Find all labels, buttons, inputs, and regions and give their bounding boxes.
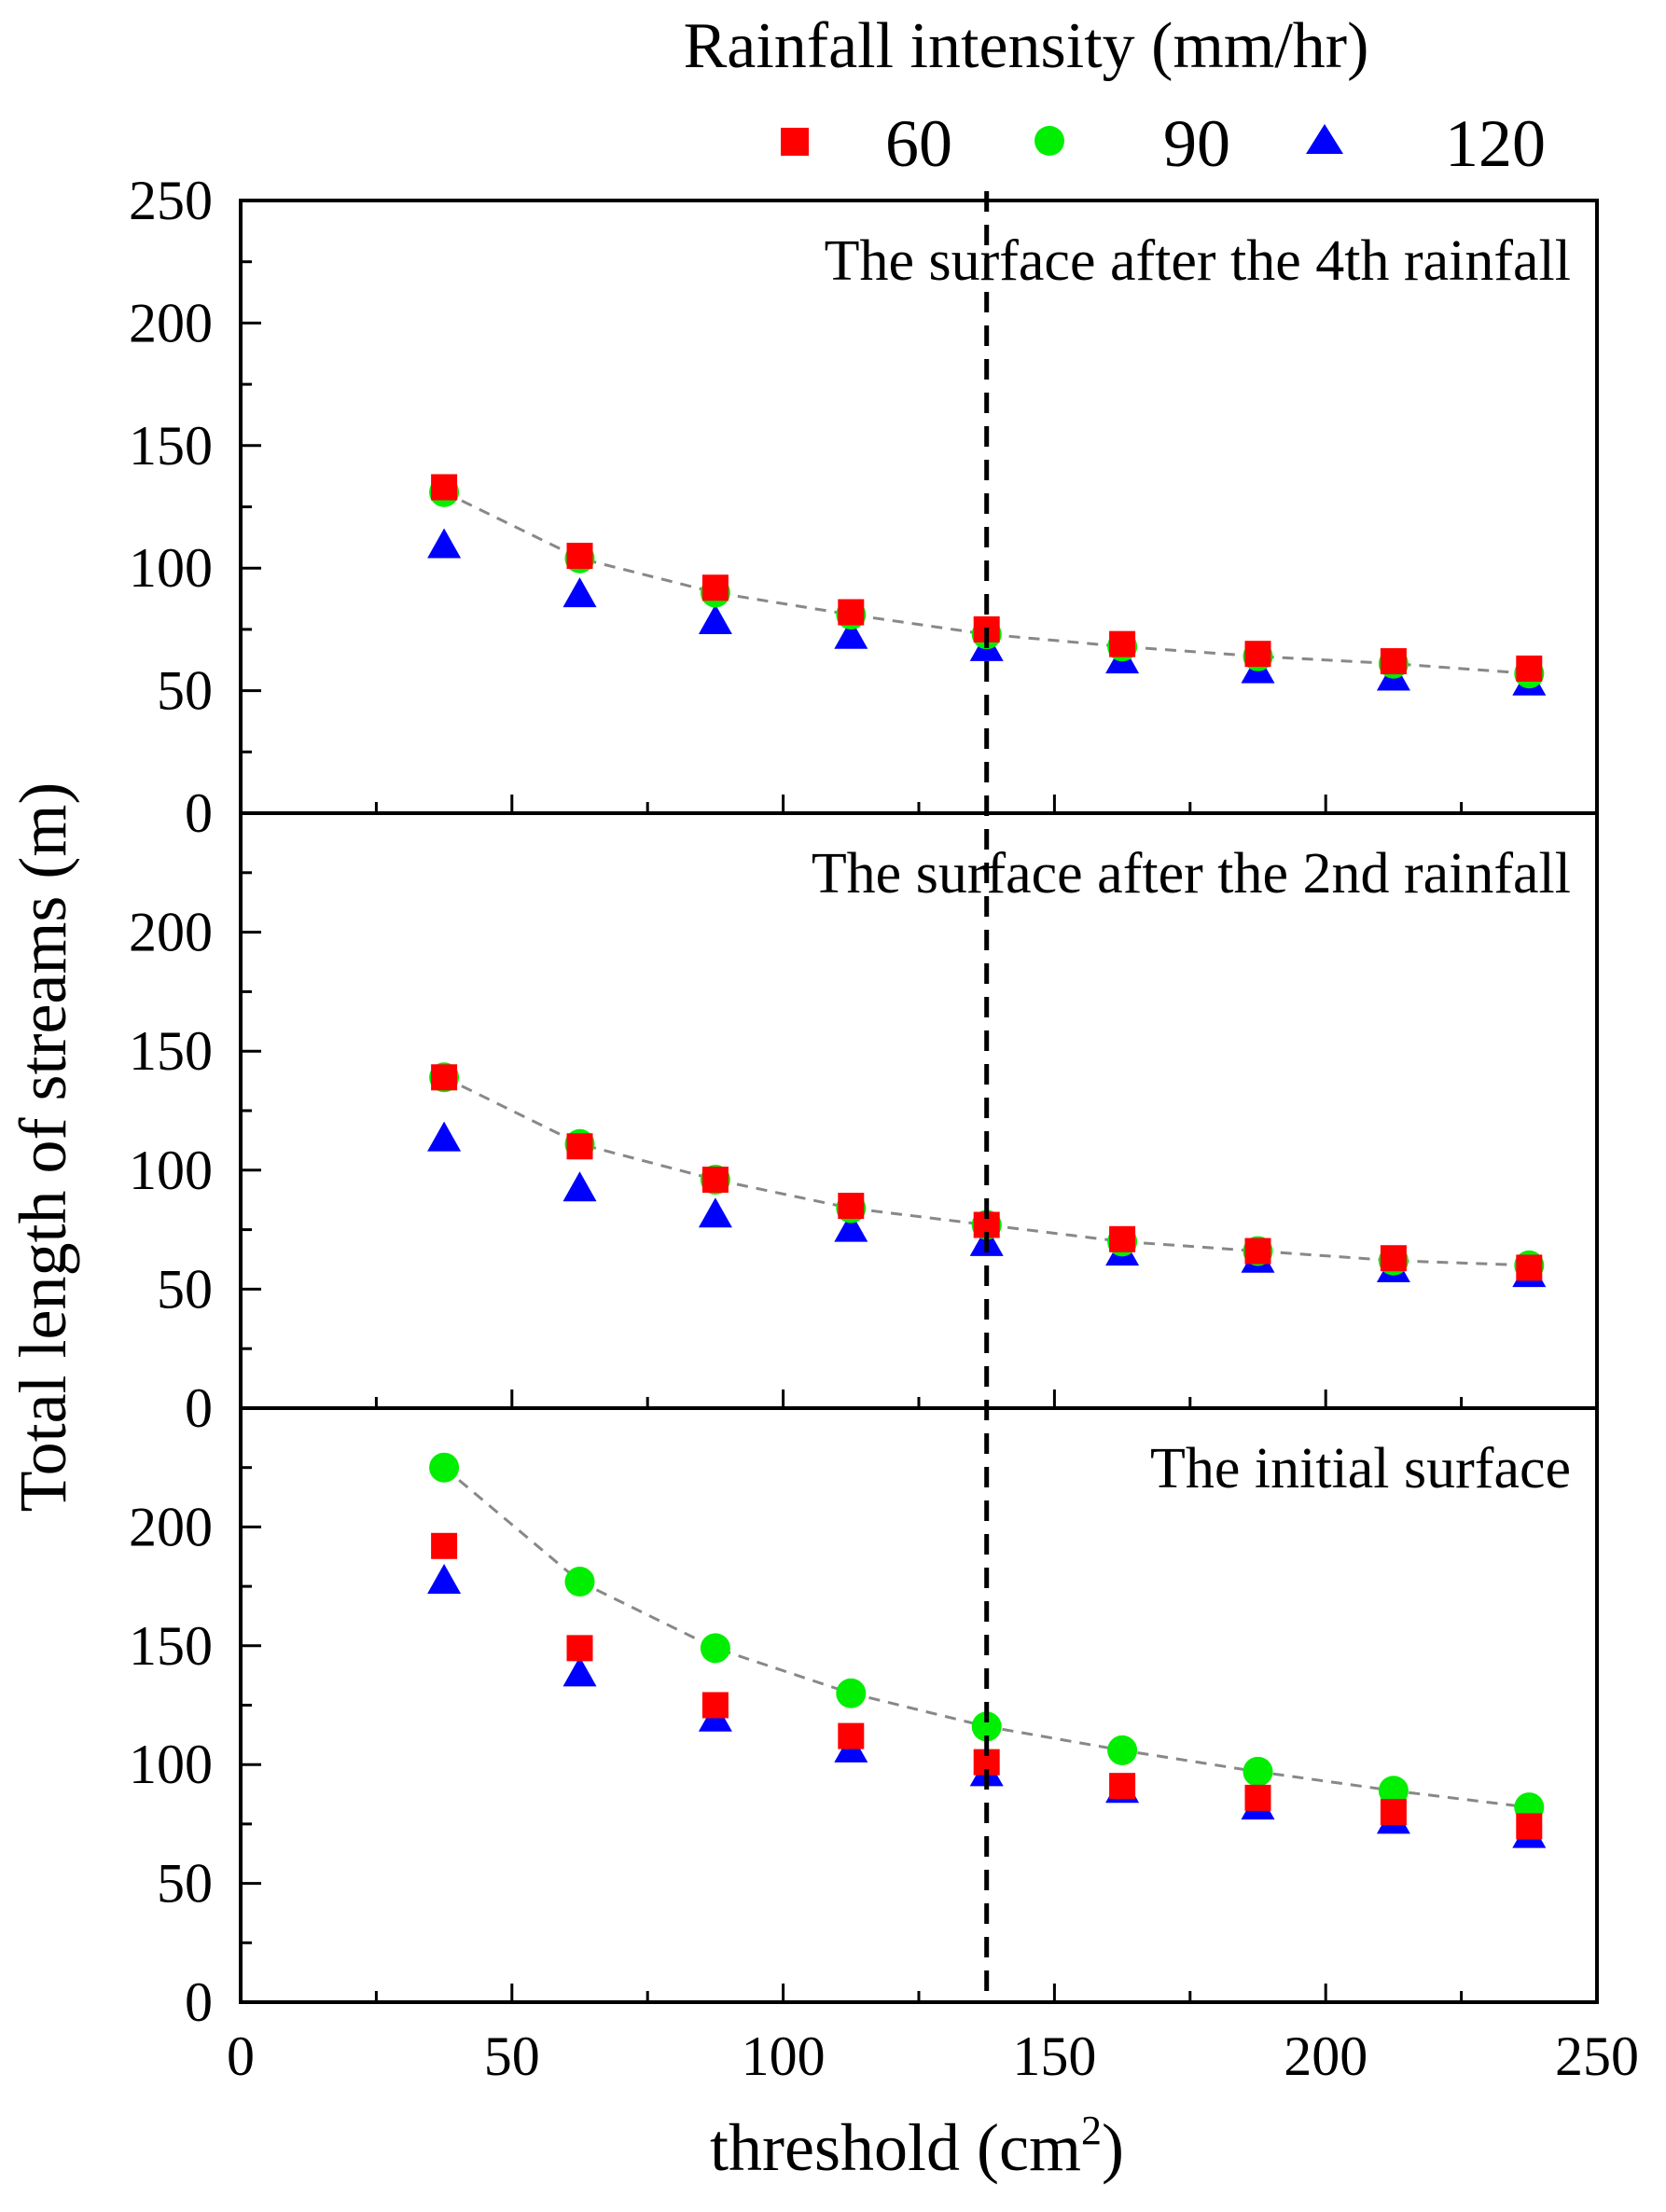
- x-axis-title-end: ): [1102, 2110, 1124, 2185]
- y-tick-label: 50: [157, 1258, 213, 1320]
- point-60: [1380, 1245, 1407, 1272]
- point-60: [701, 1167, 729, 1194]
- panel-label: The surface after the 4th rainfall: [825, 229, 1571, 293]
- point-120: [834, 1211, 868, 1242]
- point-60: [1109, 1225, 1136, 1252]
- legend-marker-120: [1306, 124, 1343, 154]
- x-axis-title: threshold (cm2): [710, 2108, 1124, 2185]
- point-120: [427, 1564, 462, 1595]
- point-120: [562, 1656, 597, 1687]
- y-axis-title: Total length of streams (m): [6, 782, 80, 1513]
- y-tick-label: 0: [185, 1377, 213, 1439]
- point-60: [1109, 1773, 1136, 1800]
- point-60: [701, 574, 729, 601]
- point-60: [701, 1692, 729, 1719]
- point-60: [566, 1133, 593, 1160]
- y-tick-label: 150: [129, 1615, 213, 1677]
- legend-label-90: 90: [1163, 106, 1230, 181]
- point-60: [1244, 641, 1271, 668]
- x-tick-label: 250: [1555, 2025, 1639, 2087]
- fit-line: [443, 491, 1530, 675]
- y-tick-label: 150: [129, 415, 213, 477]
- y-tick-label: 100: [129, 537, 213, 599]
- x-tick-label: 50: [484, 2025, 540, 2087]
- point-90: [971, 1711, 1002, 1742]
- point-120: [698, 604, 732, 635]
- y-tick-label: 200: [129, 902, 213, 963]
- point-60: [1109, 630, 1136, 657]
- point-60: [431, 474, 458, 501]
- point-120: [427, 1121, 462, 1152]
- y-tick-label: 0: [185, 1971, 213, 2033]
- y-tick-label: 200: [129, 1496, 213, 1557]
- y-tick-label: 250: [129, 170, 213, 231]
- panel-label: The initial surface: [1150, 1437, 1571, 1500]
- point-60: [1244, 1784, 1271, 1811]
- point-90: [836, 1678, 867, 1708]
- y-tick-label: 50: [157, 660, 213, 722]
- point-90: [1378, 1776, 1409, 1806]
- point-120: [698, 1197, 732, 1228]
- point-60: [1380, 1799, 1407, 1826]
- y-tick-label: 100: [129, 1140, 213, 1201]
- point-90: [700, 1633, 730, 1664]
- legend-title: Rainfall intensity (mm/hr): [684, 10, 1369, 82]
- point-120: [427, 528, 462, 559]
- legend-marker-90: [1034, 126, 1064, 156]
- point-120: [834, 618, 868, 649]
- panel-1: 0 50 100 150 200 250 The surface after the 4th…: [129, 170, 1599, 844]
- fit-line: [443, 1075, 1530, 1267]
- point-90: [564, 1567, 595, 1597]
- panel-2: 0 50 100 150 200 The surface after the 2nd ra…: [129, 811, 1599, 1439]
- point-60: [1516, 1813, 1543, 1840]
- point-60: [1516, 655, 1543, 682]
- point-120: [562, 1171, 597, 1202]
- point-60: [566, 543, 593, 570]
- point-120: [562, 577, 597, 608]
- point-60: [1516, 1254, 1543, 1281]
- point-90: [1107, 1735, 1138, 1765]
- x-axis-title-main: threshold (cm: [710, 2110, 1081, 2185]
- point-60: [1244, 1237, 1271, 1265]
- point-60: [431, 1532, 458, 1559]
- legend: Rainfall intensity (mm/hr) 60 90 120: [684, 10, 1546, 181]
- point-60: [838, 599, 865, 626]
- point-90: [1243, 1756, 1273, 1787]
- x-axis-title-sup: 2: [1081, 2108, 1102, 2153]
- y-tick-label: 100: [129, 1734, 213, 1795]
- x-tick-label: 100: [742, 2025, 826, 2087]
- panel-3: 0 50 100 150 200 The initial surface: [129, 1406, 1599, 2033]
- point-60: [838, 1722, 865, 1749]
- y-tick-label: 50: [157, 1853, 213, 1915]
- point-60: [838, 1193, 865, 1220]
- point-60: [1380, 648, 1407, 675]
- panel-label: The surface after the 2nd rainfall: [812, 842, 1571, 906]
- y-tick-label: 0: [185, 782, 213, 844]
- x-tick-label: 200: [1284, 2025, 1368, 2087]
- legend-label-60: 60: [885, 106, 952, 181]
- legend-label-120: 120: [1445, 106, 1546, 181]
- y-tick-label: 200: [129, 292, 213, 353]
- x-tick-label: 0: [227, 2025, 255, 2087]
- point-60: [566, 1635, 593, 1662]
- panels: 0 50 100 150 200 250 The surface after the 4th…: [129, 170, 1599, 2033]
- legend-marker-60: [781, 128, 809, 156]
- x-tick-label: 150: [1012, 2025, 1096, 2087]
- point-60: [431, 1064, 458, 1091]
- y-tick-label: 150: [129, 1020, 213, 1082]
- point-90: [429, 1452, 460, 1483]
- x-tick-labels: 0 50 100 150 200 250: [227, 2025, 1639, 2087]
